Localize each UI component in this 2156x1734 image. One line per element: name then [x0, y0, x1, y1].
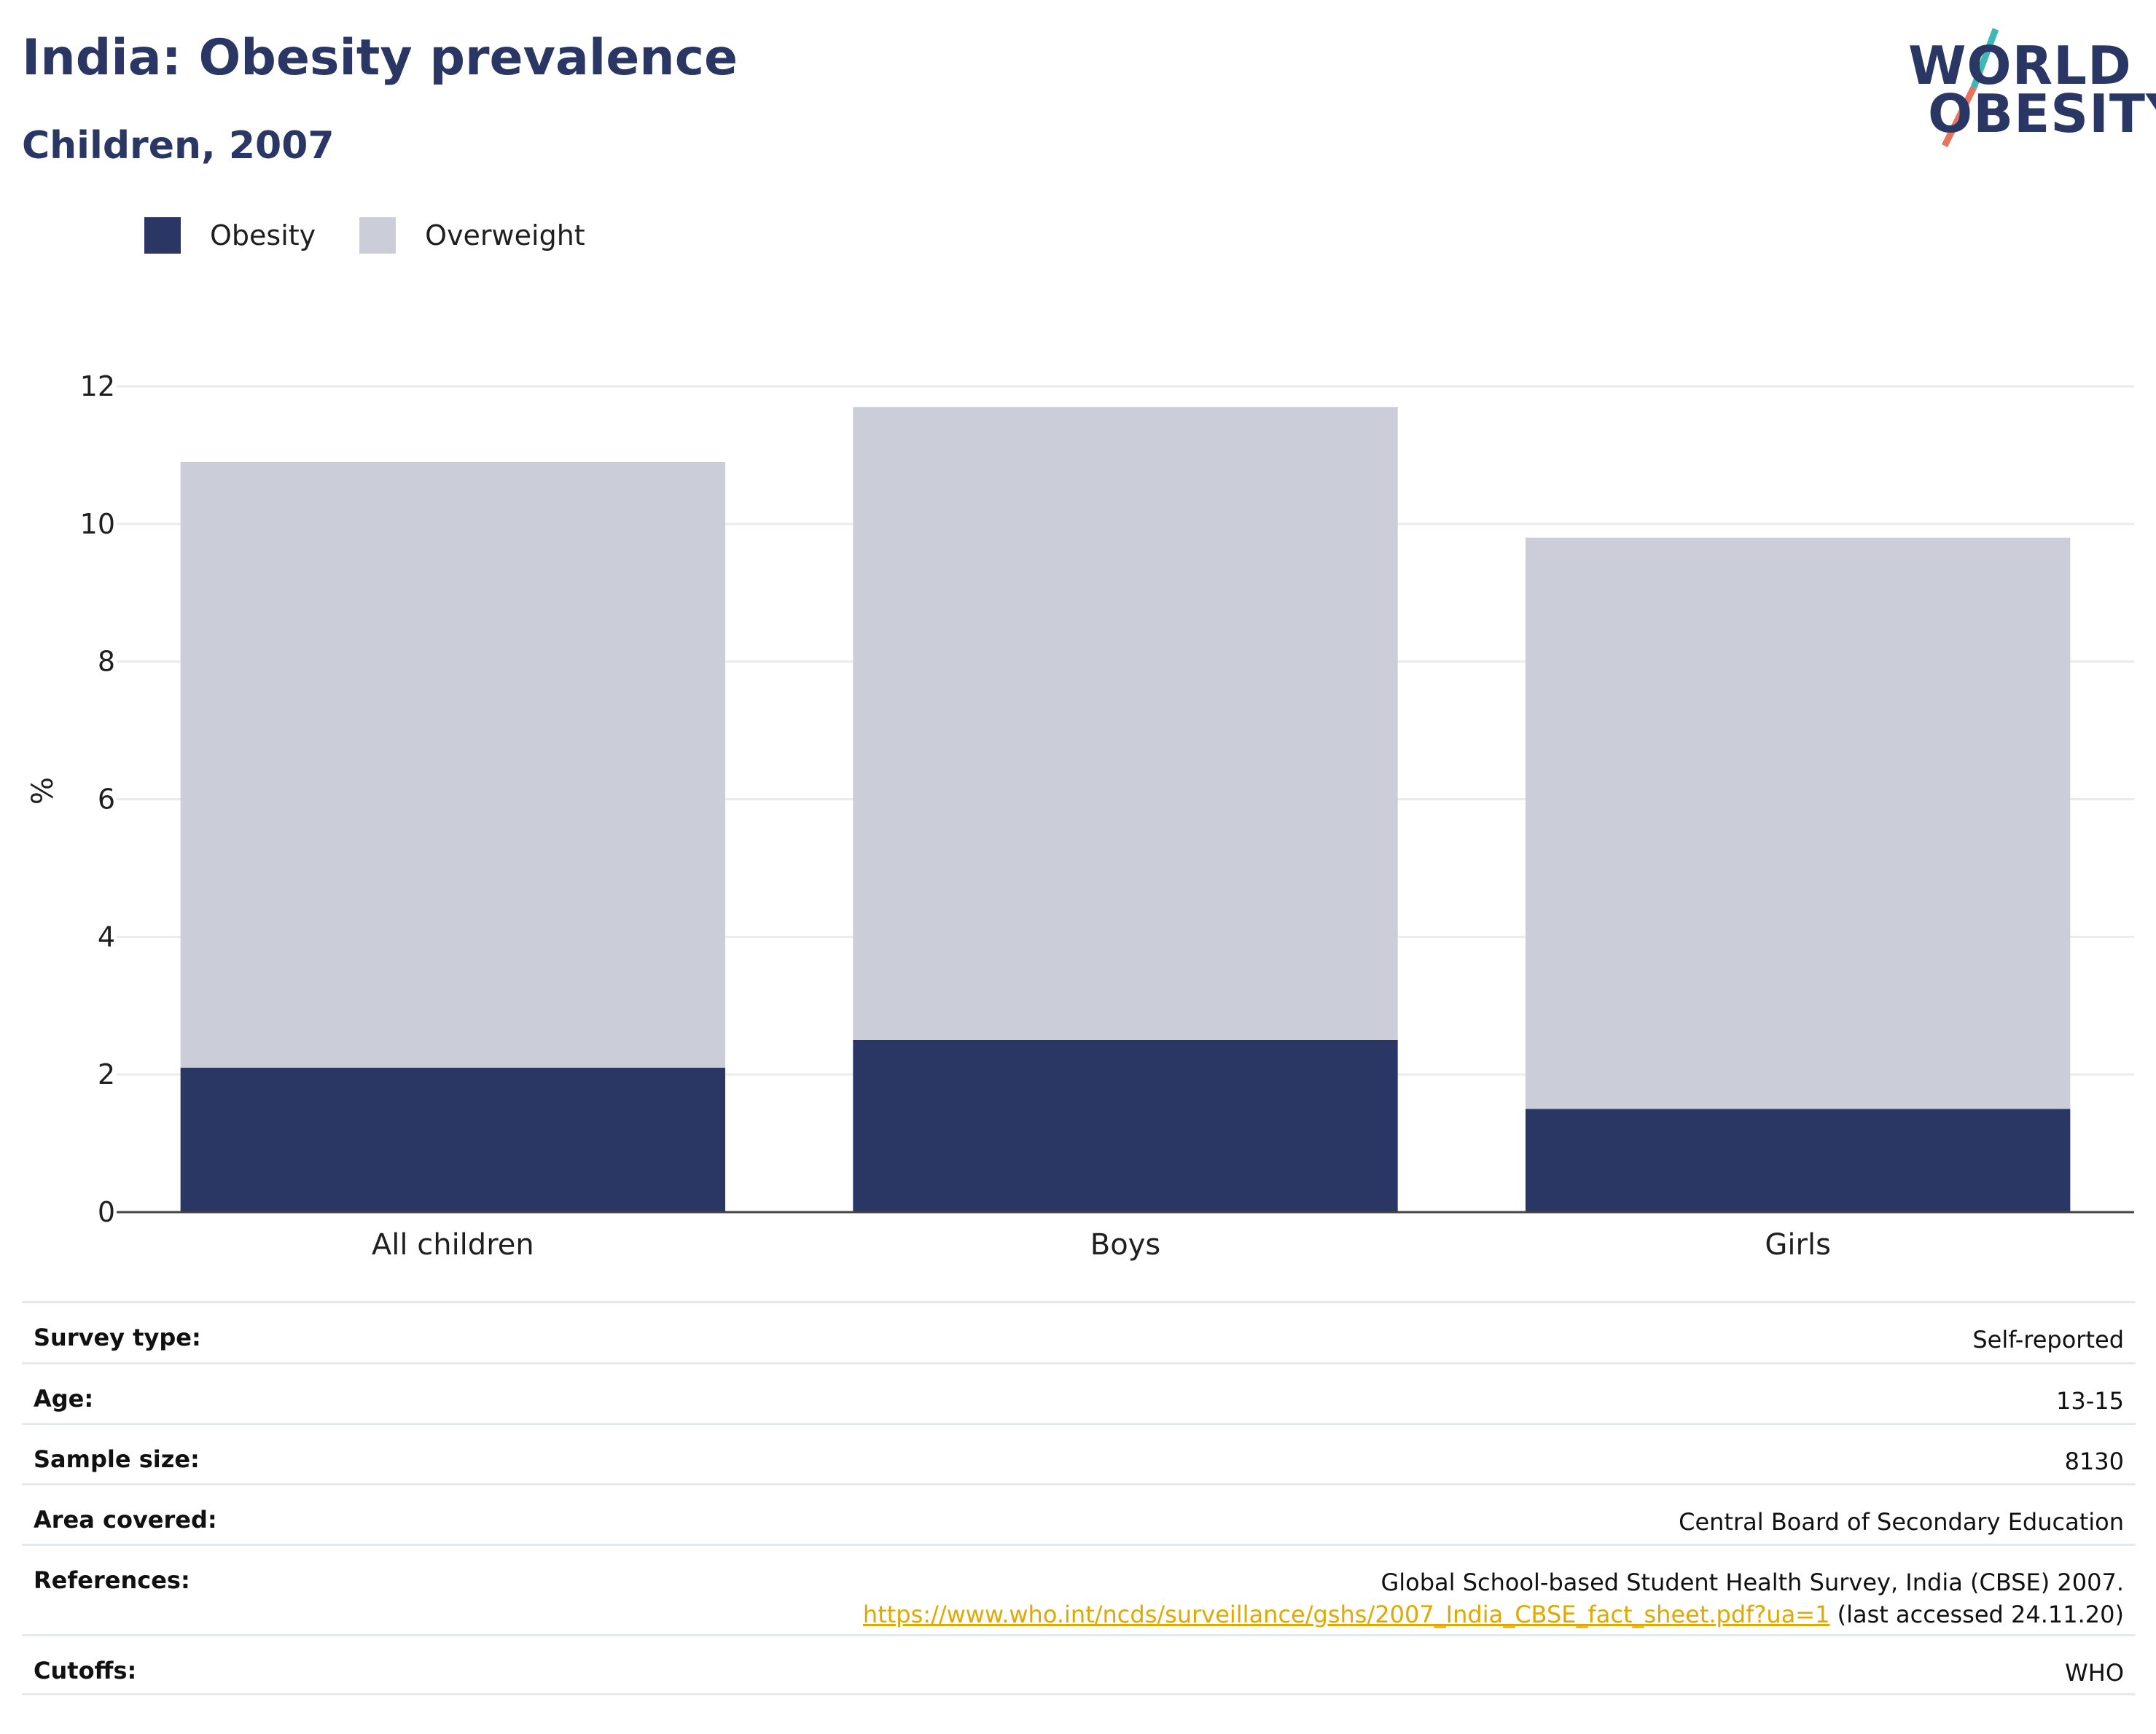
y-axis-label: % — [26, 777, 60, 805]
info-value: Global School-based Student Health Surve… — [863, 1566, 2124, 1630]
reference-text: Global School-based Student Health Surve… — [1380, 1569, 2124, 1596]
bar-overweight-all-children — [180, 461, 726, 1068]
legend-label-obesity: Obesity — [210, 219, 316, 251]
y-tick-label: 12 — [80, 370, 115, 402]
bar-overweight-boys — [853, 407, 1398, 1040]
legend-swatch-overweight — [359, 217, 397, 254]
info-row-area-covered: Area covered: Central Board of Secondary… — [22, 1483, 2136, 1544]
logo-text-line1: WORLD — [1908, 35, 2132, 96]
info-key: References: — [34, 1566, 190, 1594]
bar-obesity-girls — [1525, 1109, 2071, 1212]
chart-legend: Obesity Overweight — [144, 217, 629, 254]
info-key: Sample size: — [34, 1445, 200, 1473]
info-row-cutoffs: Cutoffs: WHO — [22, 1634, 2136, 1695]
reference-link[interactable]: https://www.who.int/ncds/surveillance/gs… — [862, 1601, 1830, 1628]
info-row-age: Age: 13-15 — [22, 1362, 2136, 1423]
info-value: Central Board of Secondary Education — [1679, 1508, 2124, 1536]
legend-item-overweight[interactable]: Overweight — [359, 217, 585, 254]
info-key: Cutoffs: — [34, 1657, 137, 1684]
legend-item-obesity[interactable]: Obesity — [144, 217, 316, 254]
info-row-sample-size: Sample size: 8130 — [22, 1423, 2136, 1483]
y-tick-label: 4 — [98, 921, 115, 953]
x-tick-label: Girls — [1765, 1228, 1831, 1262]
y-tick-label: 0 — [98, 1196, 115, 1228]
logo-text-line2: OBESITY — [1928, 83, 2156, 144]
reference-accessed: (last accessed 24.11.20) — [1829, 1601, 2124, 1628]
y-tick-label: 10 — [80, 508, 115, 540]
bar-overweight-girls — [1525, 537, 2071, 1109]
bar-obesity-boys — [853, 1039, 1398, 1212]
info-row-survey-type: Survey type: Self-reported — [22, 1301, 2136, 1362]
info-key: Age: — [34, 1385, 94, 1413]
x-tick-label: All children — [372, 1228, 534, 1262]
info-key: Survey type: — [34, 1324, 201, 1351]
y-tick-label: 8 — [98, 646, 115, 678]
bar-obesity-all-children — [180, 1067, 726, 1212]
info-row-references: References: Global School-based Student … — [22, 1544, 2136, 1634]
info-key: Area covered: — [34, 1506, 217, 1534]
info-value: Self-reported — [1972, 1326, 2124, 1354]
chart-title: India: Obesity prevalence — [22, 29, 738, 87]
legend-label-overweight: Overweight — [425, 219, 585, 251]
y-tick-label: 6 — [98, 784, 115, 816]
info-value: 8130 — [2064, 1448, 2124, 1475]
chart-subtitle: Children, 2007 — [22, 124, 335, 168]
info-value: 13-15 — [2056, 1387, 2124, 1415]
stacked-bar-chart: 0 2 4 6 8 10 12 All children Boys Girls% — [26, 370, 2134, 1262]
logo-slash-icon — [1941, 28, 1999, 148]
info-value: WHO — [2065, 1659, 2124, 1687]
world-obesity-logo: WORLD OBESITY — [1895, 22, 2156, 157]
y-tick-label: 2 — [98, 1058, 115, 1090]
x-tick-label: Boys — [1090, 1228, 1160, 1262]
survey-info-table: Survey type: Self-reported Age: 13-15 Sa… — [22, 1301, 2136, 1695]
legend-swatch-obesity — [144, 217, 181, 254]
